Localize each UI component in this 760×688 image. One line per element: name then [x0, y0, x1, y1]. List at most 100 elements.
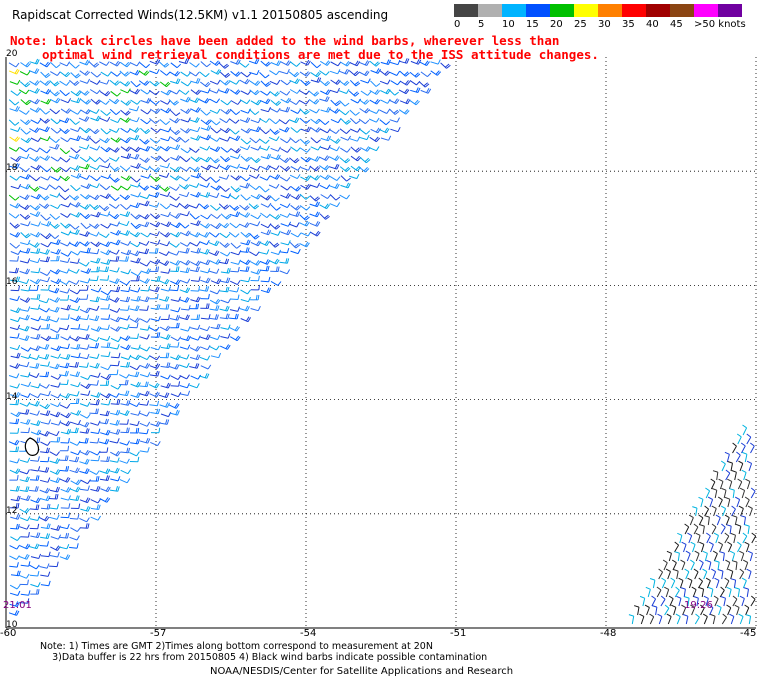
wind-barb [219, 127, 231, 134]
wind-barb [99, 380, 110, 386]
wind-barb [250, 260, 261, 266]
wind-barb [219, 242, 230, 248]
wind-barb [706, 559, 712, 571]
wind-barb [189, 345, 201, 352]
wind-barb [8, 99, 20, 106]
wind-barb [70, 450, 81, 456]
wind-barb [199, 145, 211, 151]
wind-barb [168, 403, 180, 409]
wind-barb [109, 221, 120, 227]
wind-barb [739, 487, 746, 499]
wind-barb [169, 202, 181, 208]
wind-barb [320, 128, 331, 134]
wind-barb [190, 314, 201, 320]
wind-barb [715, 514, 721, 526]
wind-barb [8, 119, 20, 126]
wind-barb [239, 99, 251, 105]
wind-barb [718, 478, 724, 490]
wind-barb [369, 98, 381, 105]
wind-barb [270, 266, 280, 272]
wind-barb [279, 269, 291, 275]
wind-barb [50, 71, 61, 77]
wind-barb [138, 248, 150, 255]
ionospheric-note: Note: black circles have been added to t… [10, 34, 599, 62]
wind-barb [299, 193, 311, 200]
wind-barb [50, 255, 60, 262]
wind-barb [140, 118, 151, 125]
wind-barb [239, 212, 251, 218]
wind-barb [8, 439, 20, 446]
wind-barb [119, 230, 130, 236]
wind-barb [208, 231, 220, 238]
wind-barb [10, 391, 21, 398]
wind-barb [78, 437, 89, 444]
wind-barb [229, 222, 241, 229]
wind-barb [200, 277, 211, 284]
wind-barb [697, 577, 704, 589]
wind-barb [109, 249, 120, 255]
wind-barb [150, 441, 161, 447]
wind-barb [98, 233, 110, 239]
wind-barb [742, 559, 749, 571]
wind-barb [70, 398, 80, 404]
wind-barb [50, 375, 62, 380]
wind-barb [668, 595, 674, 607]
wind-barb [670, 577, 676, 589]
wind-barb [735, 523, 742, 535]
wind-barb [109, 307, 121, 313]
wind-barb [160, 89, 172, 96]
wind-barb [119, 165, 131, 172]
wind-barb [80, 247, 91, 254]
wind-barb [88, 109, 100, 114]
wind-barb [69, 456, 80, 463]
wind-barb [210, 259, 221, 265]
wind-barb [308, 90, 320, 97]
wind-barb [79, 231, 90, 237]
wind-barb [9, 418, 20, 425]
wind-barb [110, 326, 121, 332]
wind-barb [258, 138, 270, 144]
wind-barb [138, 240, 150, 246]
wind-barb [340, 118, 351, 125]
wind-barb [29, 127, 40, 133]
y-tick-label: 12 [6, 505, 18, 516]
wind-barb [736, 433, 742, 445]
wind-barb [79, 78, 91, 84]
wind-barb [299, 71, 311, 77]
wind-barb [170, 62, 182, 69]
wind-barb [190, 78, 201, 84]
wind-barb [684, 523, 690, 535]
wind-barb [430, 59, 441, 65]
wind-barb [110, 239, 121, 246]
wind-barb [69, 297, 81, 303]
wind-barb [8, 147, 20, 152]
wind-barb [139, 447, 150, 453]
wind-barb [10, 523, 20, 530]
wind-barb [110, 286, 121, 293]
wind-barb [398, 109, 410, 115]
wind-barb [19, 268, 30, 275]
wind-barb [729, 550, 736, 562]
wind-barb [70, 527, 81, 533]
wind-barb [60, 420, 71, 427]
wind-barb [39, 155, 51, 161]
wind-barb [410, 87, 421, 93]
wind-barb [658, 568, 664, 580]
wind-barb [278, 126, 290, 133]
wind-barb [140, 89, 151, 95]
wind-barb [10, 307, 21, 314]
wind-barb [9, 428, 20, 434]
wind-barb [89, 165, 101, 171]
wind-barb [200, 164, 212, 171]
wind-barb [60, 438, 70, 444]
wind-barb [218, 62, 230, 69]
wind-barb [8, 610, 20, 616]
wind-barb [732, 515, 738, 526]
wind-barb [108, 98, 120, 105]
wind-barb [90, 175, 101, 182]
wind-barb [712, 550, 718, 562]
wind-barb [420, 88, 432, 94]
wind-barb [329, 108, 340, 114]
wind-barb [40, 335, 52, 342]
wind-barb [60, 486, 72, 493]
